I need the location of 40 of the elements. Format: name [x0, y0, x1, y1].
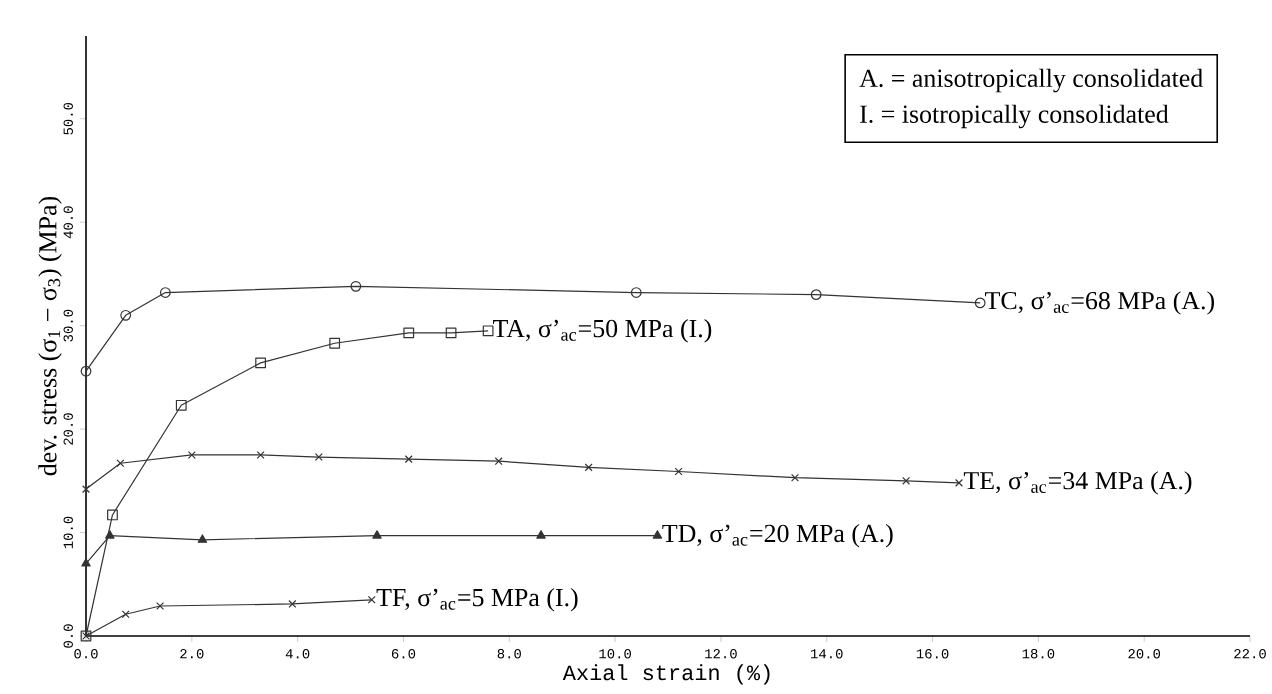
point	[187, 450, 196, 459]
y-axis-title: dev. stress (σ$_{1}$ − σ$_{3}$) (MPa)	[38, 196, 62, 476]
point	[156, 602, 165, 610]
point	[314, 453, 323, 462]
point	[350, 280, 362, 292]
point	[791, 473, 799, 482]
point	[105, 530, 115, 539]
point	[674, 467, 683, 476]
point	[175, 399, 187, 411]
point	[404, 455, 413, 464]
point	[116, 459, 125, 468]
annotation: A. = anisotropically consolidated	[859, 68, 1203, 93]
point	[81, 558, 91, 567]
point	[445, 327, 457, 339]
point	[494, 457, 503, 466]
point	[256, 450, 265, 459]
annotation: TE, σ’$_{ac}$=34 MPa (A.)	[963, 471, 1192, 495]
point	[536, 530, 546, 539]
annotation: I. = isotropically consolidated	[860, 104, 1169, 129]
annotation: TC, σ’$_{ac}$=68 MPa (A.)	[985, 291, 1215, 315]
point	[288, 599, 297, 608]
point	[652, 530, 663, 539]
point	[372, 530, 382, 539]
annotation: TF, σ’$_{ac}$=5 MPa (I.)	[376, 588, 578, 612]
point	[584, 463, 593, 472]
point	[630, 287, 642, 298]
point	[120, 309, 132, 321]
point	[197, 534, 208, 543]
point	[329, 337, 341, 349]
point	[159, 287, 171, 298]
point	[107, 509, 118, 521]
annotation: TA, σ’$_{ac}$=50 MPa (I.)	[492, 319, 712, 343]
point	[902, 476, 911, 485]
point	[255, 357, 267, 369]
point	[121, 610, 130, 619]
point	[810, 289, 822, 301]
point	[403, 327, 415, 339]
x-axis-title: Axial strain (%)	[562, 664, 770, 685]
annotation: TD, σ’$_{ac}$=20 MPa (A.)	[662, 523, 893, 548]
point	[482, 325, 494, 337]
